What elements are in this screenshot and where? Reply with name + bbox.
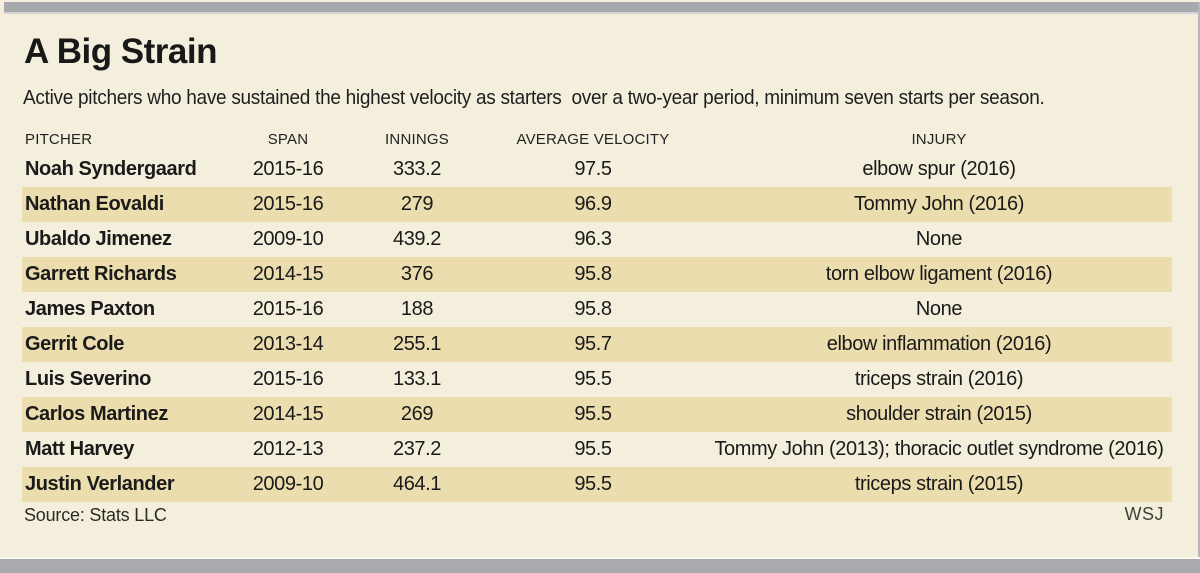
table-row: Noah Syndergaard 2015-16 333.2 97.5 elbo… bbox=[22, 152, 1172, 187]
velocity-cell: 96.9 bbox=[574, 193, 612, 215]
injury-cell: elbow inflammation (2016) bbox=[826, 333, 1052, 355]
velocity-cell: 95.8 bbox=[574, 298, 612, 320]
span-cell: 2014-15 bbox=[252, 403, 324, 425]
innings-cell: 279 bbox=[400, 193, 434, 215]
injury-cell: triceps strain (2016) bbox=[854, 368, 1024, 390]
table-row: Garrett Richards 2014-15 376 95.8 torn e… bbox=[22, 257, 1172, 292]
right-frame-bar bbox=[1198, 2, 1200, 559]
injury-cell: Tommy John (2016) bbox=[854, 193, 1024, 215]
span-cell: 2015-16 bbox=[252, 298, 324, 320]
pitcher-cell: Noah Syndergaard bbox=[25, 158, 197, 180]
pitcher-cell: Nathan Eovaldi bbox=[25, 193, 164, 215]
span-cell: 2014-15 bbox=[252, 263, 324, 285]
header-span: SPAN bbox=[267, 131, 309, 148]
velocity-cell: 95.7 bbox=[574, 333, 612, 355]
table-row: James Paxton 2015-16 188 95.8 None bbox=[22, 292, 1172, 327]
span-cell: 2015-16 bbox=[252, 158, 324, 180]
page-title: A Big Strain bbox=[24, 32, 218, 71]
injury-cell: elbow spur (2016) bbox=[862, 158, 1016, 180]
pitcher-cell: Carlos Martinez bbox=[25, 403, 168, 425]
velocity-cell: 95.5 bbox=[574, 473, 612, 495]
pitcher-cell: Garrett Richards bbox=[25, 263, 177, 285]
wsj-credit: WSJ bbox=[1124, 504, 1164, 524]
velocity-cell: 95.5 bbox=[574, 403, 612, 425]
innings-cell: 269 bbox=[400, 403, 434, 425]
innings-cell: 237.2 bbox=[392, 438, 442, 460]
table-header: PITCHER SPAN INNINGS AVERAGE VELOCITY IN… bbox=[22, 124, 1172, 152]
source-note: Source: Stats LLC bbox=[24, 505, 167, 525]
span-cell: 2012-13 bbox=[252, 438, 324, 460]
pitcher-cell: Gerrit Cole bbox=[25, 333, 124, 355]
innings-cell: 255.1 bbox=[392, 333, 442, 355]
innings-cell: 188 bbox=[400, 298, 434, 320]
innings-cell: 333.2 bbox=[392, 158, 442, 180]
injury-cell: Tommy John (2013); thoracic outlet syndr… bbox=[714, 438, 1164, 460]
table-body: Noah Syndergaard 2015-16 333.2 97.5 elbo… bbox=[22, 152, 1172, 502]
span-cell: 2013-14 bbox=[252, 333, 324, 355]
pitcher-cell: Luis Severino bbox=[25, 368, 151, 390]
velocity-cell: 95.8 bbox=[574, 263, 612, 285]
header-pitcher: PITCHER bbox=[25, 131, 93, 148]
table-row: Gerrit Cole 2013-14 255.1 95.7 elbow inf… bbox=[22, 327, 1172, 362]
injury-cell: triceps strain (2015) bbox=[854, 473, 1024, 495]
span-cell: 2015-16 bbox=[252, 193, 324, 215]
table-row: Justin Verlander 2009-10 464.1 95.5 tric… bbox=[22, 467, 1172, 502]
pitcher-cell: Justin Verlander bbox=[25, 473, 175, 495]
velocity-cell: 95.5 bbox=[574, 368, 612, 390]
innings-cell: 464.1 bbox=[392, 473, 442, 495]
header-average-velocity: AVERAGE VELOCITY bbox=[516, 131, 670, 148]
top-frame-bar bbox=[4, 2, 1200, 14]
innings-cell: 133.1 bbox=[392, 368, 442, 390]
span-cell: 2015-16 bbox=[252, 368, 324, 390]
velocity-cell: 95.5 bbox=[574, 438, 612, 460]
span-cell: 2009-10 bbox=[252, 228, 324, 250]
header-innings: INNINGS bbox=[385, 131, 449, 148]
table-row: Matt Harvey 2012-13 237.2 95.5 Tommy Joh… bbox=[22, 432, 1172, 467]
header-injury: INJURY bbox=[911, 131, 967, 148]
velocity-cell: 96.3 bbox=[574, 228, 612, 250]
velocity-cell: 97.5 bbox=[574, 158, 612, 180]
injury-cell: None bbox=[915, 228, 963, 250]
table-row: Carlos Martinez 2014-15 269 95.5 shoulde… bbox=[22, 397, 1172, 432]
table-row: Nathan Eovaldi 2015-16 279 96.9 Tommy Jo… bbox=[22, 187, 1172, 222]
pitcher-cell: James Paxton bbox=[25, 298, 155, 320]
bottom-frame-bar bbox=[0, 557, 1200, 573]
span-cell: 2009-10 bbox=[252, 473, 324, 495]
table-row: Ubaldo Jimenez 2009-10 439.2 96.3 None bbox=[22, 222, 1172, 257]
subtitle: Active pitchers who have sustained the h… bbox=[23, 87, 1045, 109]
innings-cell: 376 bbox=[400, 263, 434, 285]
pitcher-cell: Matt Harvey bbox=[25, 438, 134, 460]
injury-cell: None bbox=[915, 298, 963, 320]
pitchers-table: PITCHER SPAN INNINGS AVERAGE VELOCITY IN… bbox=[22, 124, 1172, 502]
header-row: PITCHER SPAN INNINGS AVERAGE VELOCITY IN… bbox=[22, 124, 1172, 152]
pitcher-cell: Ubaldo Jimenez bbox=[25, 228, 172, 250]
injury-cell: torn elbow ligament (2016) bbox=[825, 263, 1053, 285]
table-row: Luis Severino 2015-16 133.1 95.5 triceps… bbox=[22, 362, 1172, 397]
injury-cell: shoulder strain (2015) bbox=[846, 403, 1032, 425]
innings-cell: 439.2 bbox=[392, 228, 442, 250]
